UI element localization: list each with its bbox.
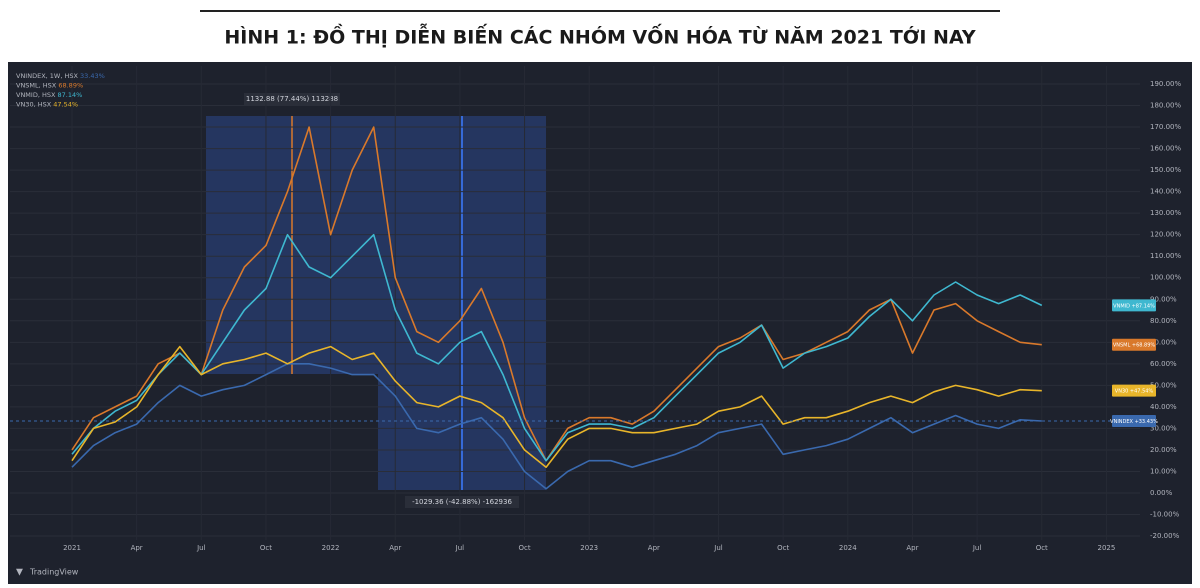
y-tick-label: 190.00%: [1150, 80, 1181, 88]
value-tag: [1112, 299, 1156, 312]
legend-entry: VN30, HSX 47.54%: [16, 101, 78, 109]
value-tag: [1112, 415, 1156, 428]
x-tick-label: 2025: [1097, 544, 1115, 552]
tag-ticker: VNSML: [1113, 342, 1131, 348]
y-tick-label: 90.00%: [1150, 295, 1177, 303]
legend-name: VNINDEX, 1W, HSX: [16, 72, 78, 80]
y-tick-label: 80.00%: [1150, 317, 1177, 325]
logo-mark: ▼: [16, 568, 23, 578]
x-tick-label: Jul: [196, 544, 206, 552]
value-tag-text: VN30 +47.54%: [1115, 388, 1154, 394]
x-tick-label: Apr: [906, 544, 918, 552]
x-tick-label: 2024: [839, 544, 857, 552]
legend-value: 87.14%: [58, 91, 83, 99]
x-tick-label: Oct: [260, 544, 272, 552]
legend-entry: VNMID, HSX 87.14%: [16, 91, 82, 99]
annotation: 1132.88 (77.44%) 113288: [246, 95, 338, 103]
y-tick-label: -20.00%: [1150, 532, 1180, 540]
y-tick-label: 60.00%: [1150, 360, 1177, 368]
x-tick-label: 2022: [322, 544, 340, 552]
x-tick-label: Jul: [972, 544, 982, 552]
x-tick-label: Apr: [131, 544, 143, 552]
value-tag-text: VNMID +87.14%: [1113, 303, 1155, 309]
value-tag-text: VNINDEX +33.43%: [1110, 419, 1158, 425]
y-tick-label: 160.00%: [1150, 145, 1181, 153]
watermark: TradingView: [29, 568, 79, 577]
tag-ticker: VNMID: [1113, 303, 1130, 309]
series-line: [71, 363, 1042, 490]
y-tick-label: 0.00%: [1150, 489, 1173, 497]
series-line: [71, 345, 1042, 468]
y-tick-label: 170.00%: [1150, 123, 1181, 131]
legend-entry: VNSML, HSX 68.89%: [16, 82, 83, 90]
tag-ticker: VN30: [1115, 388, 1129, 394]
y-tick-label: 120.00%: [1150, 231, 1181, 239]
series-line: [71, 126, 1042, 462]
y-tick-label: 140.00%: [1150, 188, 1181, 196]
chart-panel: [8, 62, 1192, 584]
legend-name: VN30, HSX: [16, 101, 52, 109]
x-tick-label: Apr: [389, 544, 401, 552]
legend-value: 68.89%: [58, 82, 83, 90]
y-tick-label: 130.00%: [1150, 209, 1181, 217]
annotation-box: [244, 93, 340, 105]
tag-value: +87.14%: [1132, 303, 1156, 309]
y-tick-label: 50.00%: [1150, 381, 1177, 389]
tag-value: +33.43%: [1135, 419, 1159, 425]
legend-value: 47.54%: [53, 101, 78, 109]
y-tick-label: 10.00%: [1150, 467, 1177, 475]
y-tick-label: 180.00%: [1150, 102, 1181, 110]
series-line: [71, 233, 1043, 462]
y-tick-label: 20.00%: [1150, 446, 1177, 454]
y-tick-label: 110.00%: [1150, 252, 1181, 260]
annotation-box: [405, 496, 519, 508]
y-tick-label: -10.00%: [1150, 511, 1180, 519]
value-tag: [1112, 384, 1156, 397]
legend-value: 33.43%: [80, 72, 105, 80]
x-tick-label: Jul: [713, 544, 723, 552]
y-tick-label: 150.00%: [1150, 166, 1181, 174]
value-tag: [1112, 338, 1156, 351]
x-tick-label: Oct: [777, 544, 789, 552]
x-tick-label: Oct: [1036, 544, 1048, 552]
legend-name: VNSML, HSX: [16, 82, 57, 90]
value-tag-text: VNSML +68.89%: [1113, 342, 1156, 348]
y-tick-label: 30.00%: [1150, 424, 1177, 432]
chart-title: HÌNH 1: ĐỒ THỊ DIỄN BIẾN CÁC NHÓM VỐN HÓ…: [224, 22, 975, 49]
x-tick-label: 2021: [63, 544, 81, 552]
tag-value: +47.54%: [1130, 388, 1154, 394]
x-tick-label: Oct: [518, 544, 530, 552]
tag-ticker: VNINDEX: [1110, 419, 1133, 425]
x-tick-label: Jul: [455, 544, 465, 552]
legend-entry: VNINDEX, 1W, HSX 33.43%: [16, 72, 105, 80]
annotation: -1029.36 (-42.88%) -162936: [412, 498, 512, 506]
x-tick-label: Apr: [648, 544, 660, 552]
title-rule: [200, 10, 1000, 12]
y-tick-label: 70.00%: [1150, 338, 1177, 346]
legend-name: VNMID, HSX: [16, 91, 56, 99]
y-tick-label: 40.00%: [1150, 403, 1177, 411]
x-tick-label: 2023: [580, 544, 598, 552]
tag-value: +68.89%: [1132, 342, 1156, 348]
y-tick-label: 100.00%: [1150, 274, 1181, 282]
